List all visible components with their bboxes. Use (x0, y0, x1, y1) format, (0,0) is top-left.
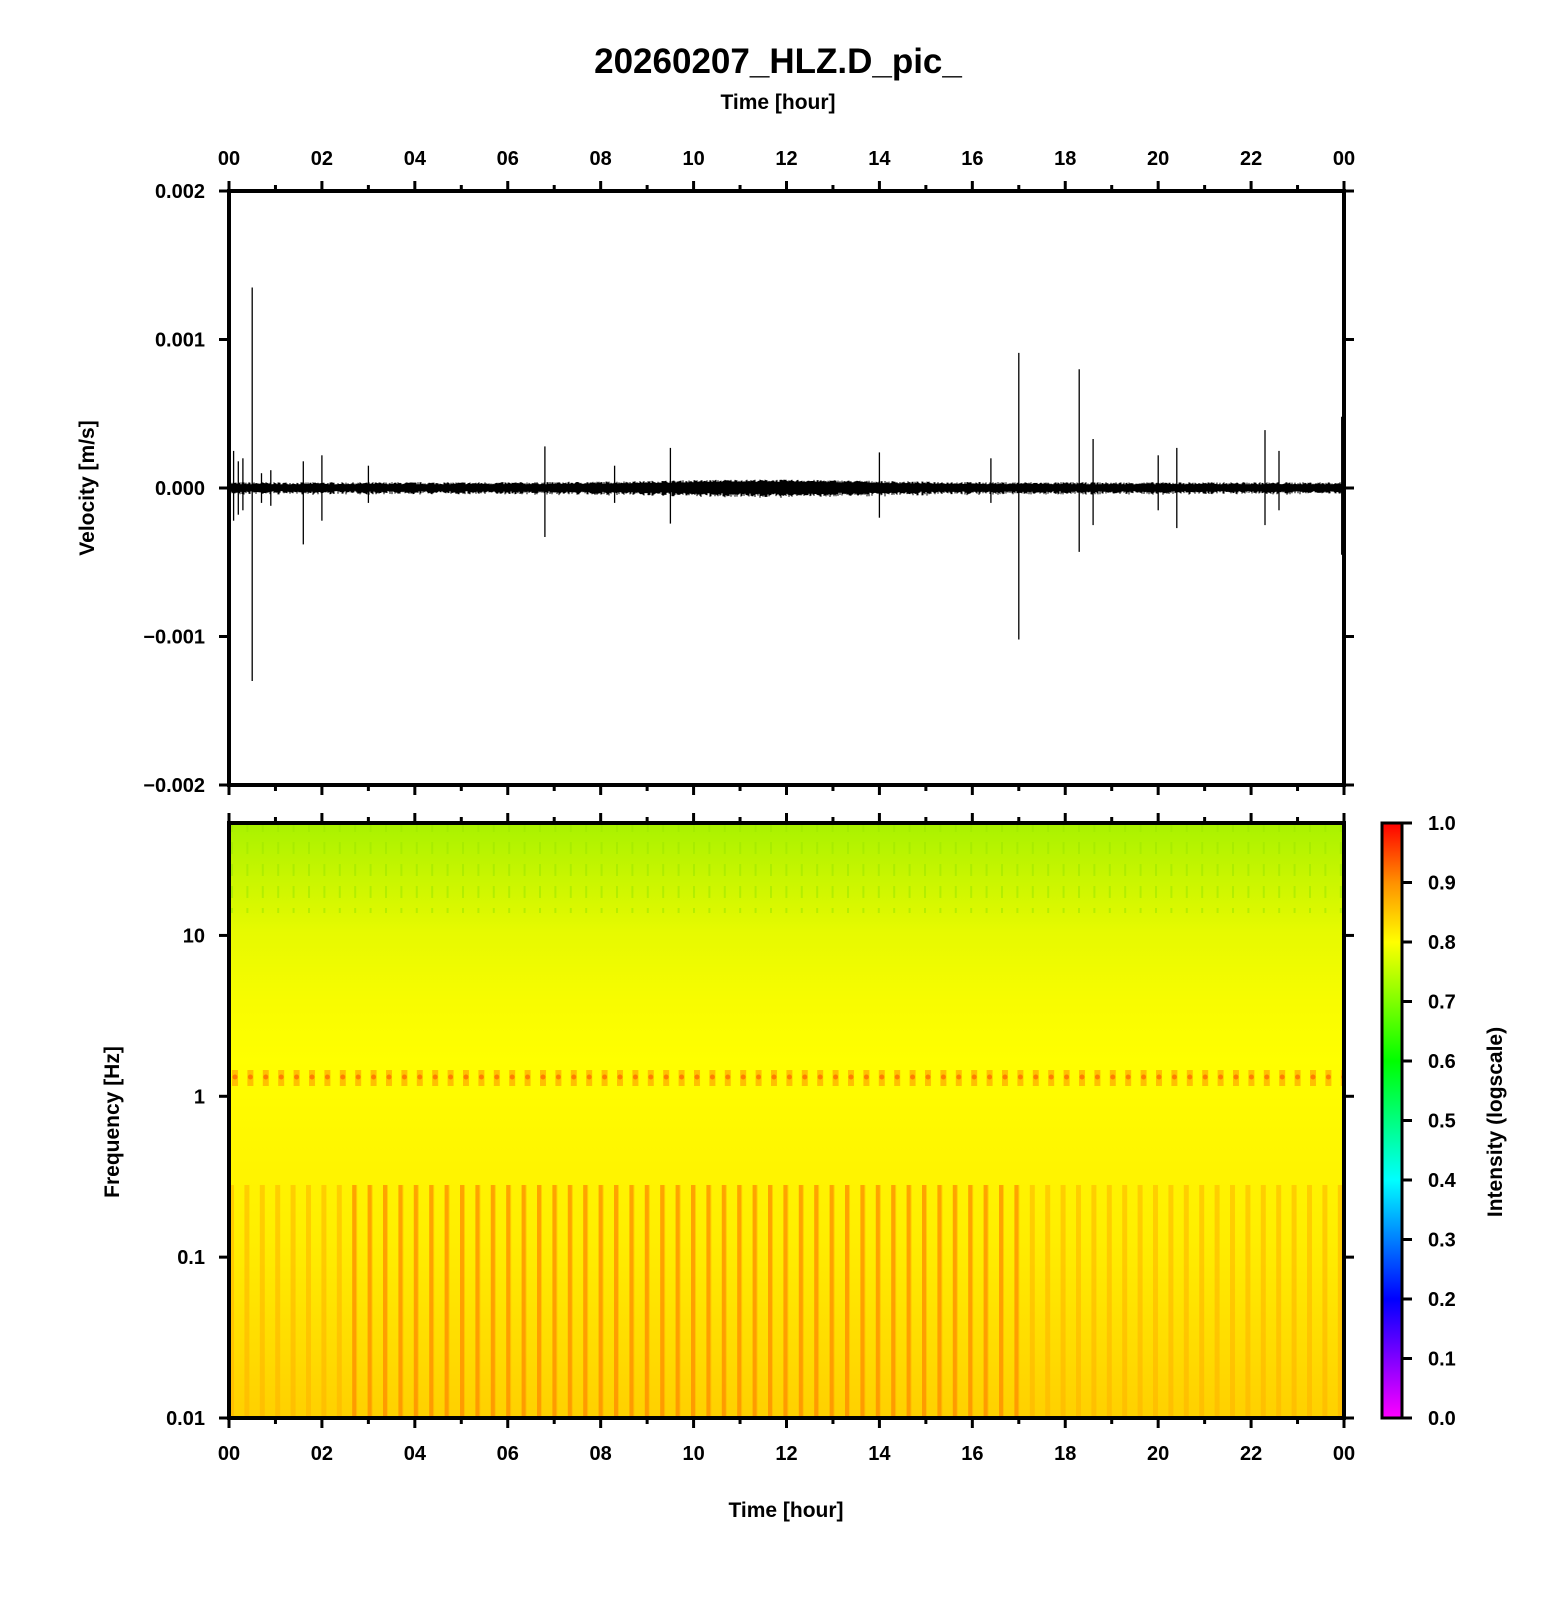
x-tick-label: 00 (1333, 1443, 1355, 1465)
colorbar-tick-label: 0.4 (1428, 1170, 1457, 1192)
x-tick-label: 16 (961, 148, 983, 170)
spectrogram-high-freq-texture (229, 823, 1344, 913)
bottom-time-axis-label: Time [hour] (728, 1499, 843, 1522)
x-tick-label: 08 (590, 1443, 612, 1465)
waveform-y-ticks: 0.002 0.001 0.000 −0.001 −0.002 (143, 181, 1354, 797)
x-tick-label: 00 (218, 1443, 240, 1465)
spectrogram-x-ticks: 00 02 04 06 08 10 12 14 16 18 20 22 00 (218, 813, 1355, 1465)
x-tick-label: 18 (1054, 1443, 1076, 1465)
x-tick-label: 20 (1147, 148, 1169, 170)
x-tick-label: 20 (1147, 1443, 1169, 1465)
waveform-panel: 00 02 04 06 08 10 12 14 16 18 20 22 00 0.0020.0010.0… (76, 148, 1355, 797)
colorbar-tick-label: 0.2 (1428, 1289, 1456, 1311)
spectrogram-y-ticks: 10 1 0.1 0.01 (166, 925, 1354, 1430)
x-tick-label: 14 (868, 1443, 891, 1465)
colorbar-tick-label: 0.0 (1428, 1408, 1456, 1430)
waveform-x-ticks: 00 02 04 06 08 10 12 14 16 18 20 22 00 (218, 148, 1355, 795)
colorbar-tick-label: 0.9 (1428, 873, 1456, 895)
spectrogram-y-axis-label: Frequency [Hz] (101, 1046, 124, 1198)
x-tick-label: 06 (497, 148, 519, 170)
colorbar-tick-label: 0.3 (1428, 1230, 1456, 1252)
colorbar-tick-label: 0.8 (1428, 932, 1456, 954)
y-tick-label: 0.1 (177, 1247, 205, 1269)
y-tick-label: −0.002 (143, 775, 205, 797)
colorbar-tick-label: 1.0 (1428, 813, 1456, 835)
x-tick-label: 08 (590, 148, 612, 170)
x-tick-label: 02 (311, 148, 333, 170)
colorbar-tick-label: 0.1 (1428, 1349, 1456, 1371)
colorbar-tick-label: 0.7 (1428, 992, 1456, 1014)
top-time-axis-label: Time [hour] (720, 91, 835, 114)
x-tick-label: 14 (868, 148, 891, 170)
y-tick-label: −0.001 (143, 627, 205, 649)
x-tick-label: 22 (1240, 1443, 1262, 1465)
waveform-trace (229, 287, 1344, 681)
y-tick-label: 0.001 (155, 330, 205, 352)
waveform-noise (229, 479, 1344, 498)
colorbar: 0.0 0.1 0.2 0.3 0.4 0.5 0.6 0.7 0.8 0.9 1.0 Intens… (1380, 813, 1507, 1430)
spectrogram-1hz-band (229, 1070, 1344, 1086)
y-tick-label: 10 (183, 925, 205, 947)
x-tick-label: 10 (682, 148, 704, 170)
x-tick-label: 10 (682, 1443, 704, 1465)
x-tick-label: 04 (404, 1443, 427, 1465)
x-tick-label: 18 (1054, 148, 1076, 170)
colorbar-tick-label: 0.5 (1428, 1111, 1456, 1133)
waveform-y-axis-label: Velocity [m/s] (76, 420, 99, 555)
x-tick-label: 00 (218, 148, 240, 170)
x-tick-label: 16 (961, 1443, 983, 1465)
x-tick-label: 00 (1333, 148, 1355, 170)
y-tick-label: 0.000 (155, 478, 205, 500)
colorbar-tick-label: 0.6 (1428, 1051, 1456, 1073)
x-tick-label: 12 (775, 148, 797, 170)
spectrogram-panel: 00 02 04 06 08 10 12 14 16 18 20 22 00 10 1 0.1 0.01 Fr… (101, 813, 1355, 1522)
colorbar-label: Intensity (logscale) (1484, 1027, 1507, 1217)
colorbar-ticks: 0.0 0.1 0.2 0.3 0.4 0.5 0.6 0.7 0.8 0.9 1.0 (1402, 813, 1457, 1430)
y-tick-label: 0.002 (155, 181, 205, 203)
x-tick-label: 22 (1240, 148, 1262, 170)
chart-title: 20260207_HLZ.D_pic_ (594, 42, 962, 81)
colorbar-gradient (1380, 821, 1404, 1420)
x-tick-label: 04 (404, 148, 427, 170)
y-tick-label: 0.01 (166, 1408, 205, 1430)
x-tick-label: 06 (497, 1443, 519, 1465)
spectrogram-low-freq-band (345, 1185, 1029, 1418)
x-tick-label: 02 (311, 1443, 333, 1465)
x-tick-label: 12 (775, 1443, 797, 1465)
y-tick-label: 1 (194, 1086, 205, 1108)
